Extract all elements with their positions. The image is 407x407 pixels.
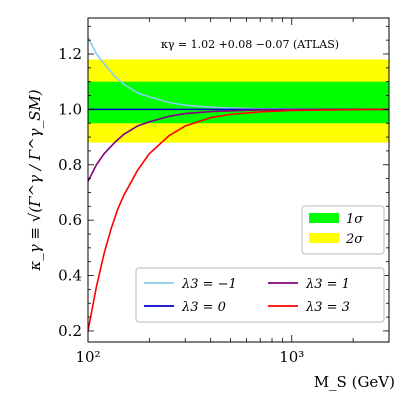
y-tick-label-3: 0.8	[58, 156, 82, 174]
tick-labels: 0.2 0.4 0.6 0.8 1.0 1.2 10² 10³	[58, 45, 304, 366]
band-legend-label-0: 1σ	[346, 212, 364, 227]
y-tick-label-2: 0.6	[58, 211, 82, 229]
ticks	[87, 18, 390, 342]
y-tick-label-1: 0.4	[58, 267, 82, 285]
atlas-annotation: κγ = 1.02 +0.08 −0.07 (ATLAS)	[161, 38, 339, 51]
band-1	[88, 81, 389, 124]
series-lines	[88, 37, 389, 332]
y-axis-label: κ_γ ≡ √(Γ^γ / Γ^γ_SM)	[26, 89, 44, 271]
series-line-3	[88, 108, 389, 332]
bands	[88, 59, 389, 143]
y-tick-label-5: 1.2	[58, 45, 82, 63]
line-legend-label-0: λ3 = −1	[181, 277, 237, 292]
line-legend: λ3 = −1 λ3 = 0 λ3 = 1 λ3 = 3	[135, 267, 385, 323]
line-legend-box	[135, 267, 385, 323]
band-legend-swatch-0	[309, 213, 339, 223]
band-legend-swatch-1	[309, 233, 339, 243]
band-legend-label-1: 2σ	[345, 232, 364, 247]
y-tick-label-0: 0.2	[58, 322, 82, 340]
line-legend-label-3: λ3 = 3	[305, 300, 350, 315]
y-tick-label-4: 1.0	[58, 100, 82, 118]
x-tick-label-0: 10²	[75, 348, 100, 366]
x-axis-label: M_S (GeV)	[314, 373, 395, 391]
plot-frame	[87, 17, 390, 343]
line-legend-label-2: λ3 = 1	[305, 277, 350, 292]
line-legend-label-1: λ3 = 0	[181, 300, 226, 315]
x-tick-label-1: 10³	[279, 348, 304, 366]
